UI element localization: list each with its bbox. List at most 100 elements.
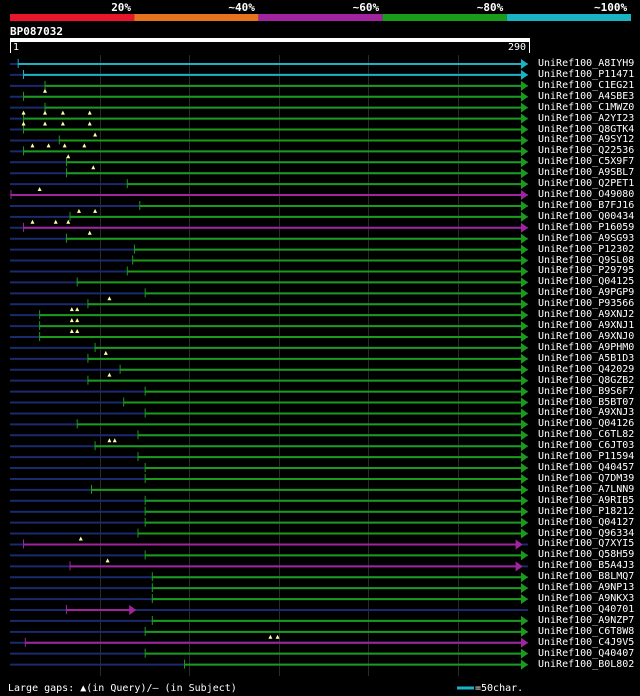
hit-link[interactable]: UniRef100_B5BT07 (538, 396, 635, 408)
query-gap-marker (69, 329, 74, 333)
query-end: 290 (508, 42, 527, 53)
hit-arrowhead (521, 441, 528, 452)
hit-link[interactable]: UniRef100_A9SG93 (538, 232, 635, 244)
hit-link[interactable]: UniRef100_P18212 (538, 505, 635, 517)
hit-link[interactable]: UniRef100_A9PHM0 (538, 341, 635, 353)
query-gap-marker (82, 143, 87, 148)
query-gap-marker (42, 88, 47, 93)
hit-link[interactable]: UniRef100_Q8GTK4 (538, 123, 635, 135)
query-gap-marker (78, 536, 83, 541)
hit-link[interactable]: UniRef100_B0L802 (538, 658, 635, 670)
scale-label: =50char. (475, 683, 524, 694)
hit-link[interactable]: UniRef100_A9RIB5 (538, 494, 635, 506)
query-gap-marker (103, 350, 108, 355)
query-gap-marker (66, 154, 71, 159)
hit-arrowhead (521, 266, 528, 277)
hit-arrowhead (521, 626, 528, 637)
colorbar-segment (10, 14, 135, 21)
hit-link[interactable]: UniRef100_Q58H59 (538, 549, 635, 561)
hit-arrowhead (521, 495, 528, 506)
colorbar-label: ~80% (476, 1, 504, 14)
hit-link[interactable]: UniRef100_B8LMQ7 (538, 571, 635, 583)
hit-arrowhead (521, 659, 528, 670)
hit-arrowhead (521, 463, 528, 474)
hit-link[interactable]: UniRef100_A9NP13 (538, 582, 635, 594)
hit-arrowhead (521, 310, 528, 321)
hit-link[interactable]: UniRef100_Q04126 (538, 418, 635, 430)
hit-link[interactable]: UniRef100_C1MWZ0 (538, 101, 635, 113)
colorbar-segment (258, 14, 383, 21)
hit-link[interactable]: UniRef100_A9XNJ3 (538, 407, 635, 419)
colorbar-label: ~60% (352, 1, 380, 14)
hit-link[interactable]: UniRef100_B5A4J3 (538, 560, 635, 572)
hit-link[interactable]: UniRef100_Q04125 (538, 276, 635, 288)
hit-link[interactable]: UniRef100_C4J9V5 (538, 636, 635, 648)
hit-link[interactable]: UniRef100_A9XNJ1 (538, 320, 635, 332)
hit-link[interactable]: UniRef100_C5X9F7 (538, 156, 635, 168)
hit-arrowhead (521, 517, 528, 528)
hit-arrowhead (521, 157, 528, 168)
hit-arrowhead (521, 124, 528, 135)
hit-link[interactable]: UniRef100_A9SBL7 (538, 167, 635, 179)
hit-link[interactable]: UniRef100_Q40407 (538, 647, 635, 659)
hit-link[interactable]: UniRef100_Q96334 (538, 527, 635, 539)
hit-arrowhead (521, 179, 528, 190)
hit-link[interactable]: UniRef100_Q8GZB2 (538, 374, 635, 386)
query-gap-marker (87, 230, 92, 235)
hit-link[interactable]: UniRef100_A9PGP9 (538, 287, 635, 299)
query-gap-marker (69, 318, 74, 323)
hit-link[interactable]: UniRef100_A9NZP7 (538, 614, 635, 626)
hit-link[interactable]: UniRef100_Q2PET1 (538, 178, 635, 190)
hit-link[interactable]: UniRef100_Q22536 (538, 145, 635, 157)
query-gap-marker (105, 558, 110, 563)
hit-link[interactable]: UniRef100_A9XNJ0 (538, 331, 635, 342)
hit-link[interactable]: UniRef100_Q00434 (538, 210, 635, 222)
hit-link[interactable]: UniRef100_Q42029 (538, 363, 635, 375)
hit-arrowhead (521, 473, 528, 484)
hit-link[interactable]: UniRef100_A7LNN9 (538, 483, 635, 495)
hit-link[interactable]: UniRef100_B9S6F7 (538, 385, 635, 397)
hit-link[interactable]: UniRef100_A9NKX3 (538, 593, 635, 605)
hit-link[interactable]: UniRef100_P11471 (538, 68, 635, 80)
hit-link[interactable]: UniRef100_P12302 (538, 243, 635, 255)
hit-link[interactable]: UniRef100_A2YI23 (538, 112, 635, 124)
hit-link[interactable]: UniRef100_A5B1D3 (538, 352, 635, 364)
hit-link[interactable]: UniRef100_Q04127 (538, 516, 635, 528)
hit-link[interactable]: UniRef100_P11594 (538, 451, 635, 463)
hit-arrowhead (521, 321, 528, 332)
hit-arrowhead (521, 102, 528, 113)
query-gap-marker (93, 208, 98, 213)
hit-link[interactable]: UniRef100_C6JT03 (538, 440, 635, 452)
hit-link[interactable]: UniRef100_A9XNJ2 (538, 309, 635, 321)
hit-arrowhead (521, 288, 528, 299)
query-gap-marker (87, 121, 92, 126)
hit-link[interactable]: UniRef100_A4SBE3 (538, 90, 635, 102)
hit-link[interactable]: UniRef100_Q7XYI5 (538, 538, 635, 550)
hit-arrowhead (521, 397, 528, 408)
hit-arrowhead (521, 332, 528, 342)
query-bar (10, 38, 530, 42)
hit-link[interactable]: UniRef100_Q40457 (538, 462, 635, 474)
hit-link[interactable]: UniRef100_Q9SL08 (538, 254, 635, 266)
hit-link[interactable]: UniRef100_O49080 (538, 189, 635, 201)
hit-link[interactable]: UniRef100_Q7DM39 (538, 472, 635, 484)
hit-arrowhead (521, 583, 528, 594)
hit-link[interactable]: UniRef100_P93566 (538, 298, 635, 310)
hit-arrowhead (521, 506, 528, 517)
hit-arrowhead (521, 233, 528, 244)
colorbar-segment (382, 14, 507, 21)
hit-arrowhead (521, 484, 528, 495)
hit-link[interactable]: UniRef100_C1EG21 (538, 79, 635, 91)
hit-link[interactable]: UniRef100_B7FJ16 (538, 199, 635, 211)
query-gap-marker (53, 219, 58, 224)
hit-link[interactable]: UniRef100_A9SY12 (538, 134, 635, 146)
hit-arrowhead (521, 408, 528, 419)
hit-link[interactable]: UniRef100_C6T8W8 (538, 625, 635, 637)
query-gap-marker (107, 296, 112, 301)
hit-link[interactable]: UniRef100_Q40701 (538, 604, 635, 615)
hit-arrowhead (521, 375, 528, 386)
hit-link[interactable]: UniRef100_P16059 (538, 221, 635, 233)
hit-link[interactable]: UniRef100_C6TL82 (538, 429, 635, 441)
hit-link[interactable]: UniRef100_A8IYH9 (538, 58, 635, 69)
hit-link[interactable]: UniRef100_P29795 (538, 265, 635, 277)
